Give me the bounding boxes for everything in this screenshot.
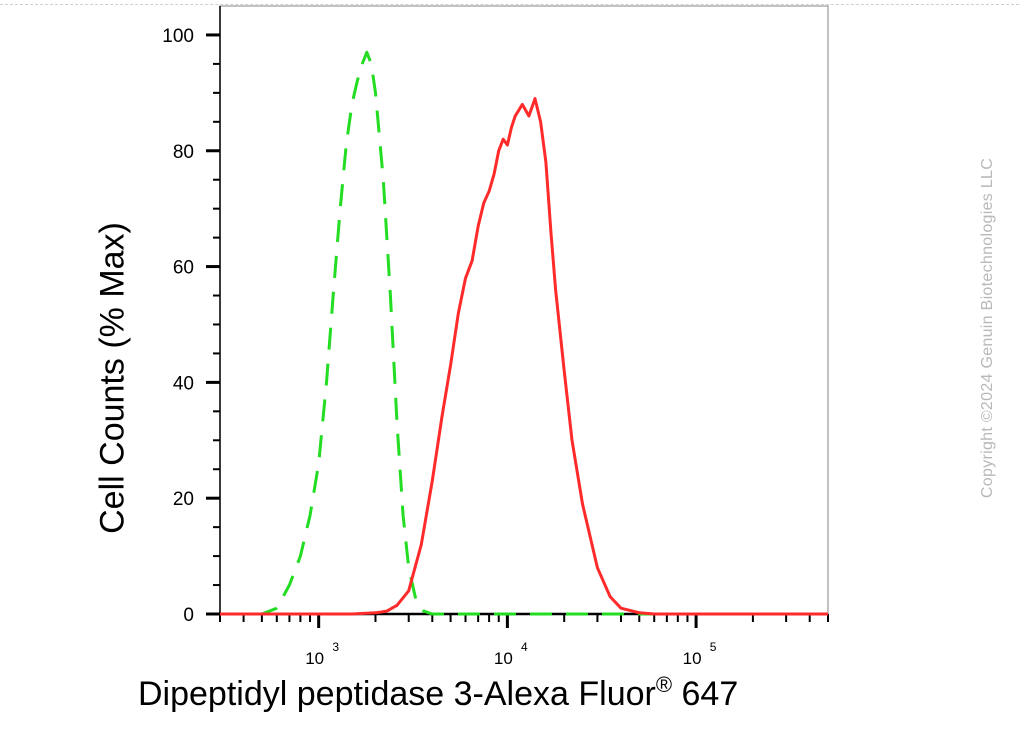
sample-histogram-line bbox=[220, 97, 828, 616]
copyright-watermark: Copyright ©2024 Genuin Biotechnologies L… bbox=[979, 157, 996, 499]
x-tick-exponent: 3 bbox=[332, 640, 339, 654]
x-axis-label: Dipeptidyl peptidase 3-Alexa Fluor® 647 bbox=[138, 672, 738, 714]
x-tick-label: 10 bbox=[683, 649, 702, 668]
y-tick-label: 20 bbox=[173, 489, 194, 510]
x-axis-label-suffix: 647 bbox=[672, 675, 739, 713]
x-axis-label-text: Dipeptidyl peptidase 3-Alexa Fluor bbox=[138, 675, 656, 713]
x-tick-label: 10 bbox=[305, 649, 324, 668]
y-tick-label: 80 bbox=[173, 142, 194, 163]
y-axis-label: Cell Counts (% Max) bbox=[93, 222, 132, 534]
x-tick-exponent: 5 bbox=[710, 640, 717, 654]
y-tick-label: 100 bbox=[162, 26, 194, 47]
y-tick-label: 60 bbox=[173, 258, 194, 279]
registered-mark: ® bbox=[655, 672, 673, 697]
plot-frame bbox=[219, 5, 829, 615]
x-tick-exponent: 4 bbox=[521, 640, 528, 654]
y-tick-label: 0 bbox=[183, 605, 194, 626]
x-tick-label: 10 bbox=[494, 649, 513, 668]
control-histogram-line bbox=[220, 50, 828, 616]
top-divider bbox=[0, 4, 1019, 5]
y-tick-label: 40 bbox=[173, 373, 194, 394]
